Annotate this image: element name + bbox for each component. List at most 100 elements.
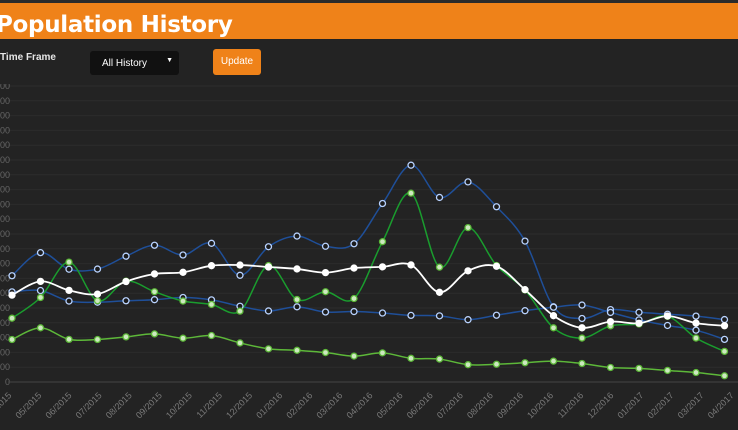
series-point-4 xyxy=(93,335,102,344)
series-point-2 xyxy=(407,189,415,197)
series-point-2 xyxy=(236,307,244,315)
series-point-3 xyxy=(606,317,615,326)
series-point-4 xyxy=(549,357,558,365)
series-point-0 xyxy=(350,240,358,248)
time-frame-select[interactable]: All History ▼ xyxy=(90,51,179,75)
series-point-1 xyxy=(492,311,501,319)
series-point-1 xyxy=(720,335,729,344)
y-tick-label: 000 xyxy=(0,155,10,165)
page-header: Population History xyxy=(0,3,738,39)
update-button[interactable]: Update xyxy=(213,49,261,75)
series-point-4 xyxy=(464,361,472,369)
series-point-4 xyxy=(65,335,73,344)
series-point-1 xyxy=(150,296,159,304)
series-point-3 xyxy=(207,262,216,270)
series-point-2 xyxy=(578,334,586,342)
series-point-4 xyxy=(578,359,586,368)
y-tick-label: 000 xyxy=(0,288,10,298)
series-point-0 xyxy=(293,232,301,240)
series-point-1 xyxy=(350,307,358,316)
y-tick-label: 000 xyxy=(0,111,10,121)
x-tick-label: 12/2016 xyxy=(585,390,615,420)
series-point-4 xyxy=(264,345,273,353)
y-tick-label: 000 xyxy=(0,185,10,195)
series-point-3 xyxy=(8,291,16,299)
series-point-2 xyxy=(150,288,159,296)
series-point-4 xyxy=(150,330,159,338)
series-point-4 xyxy=(663,366,672,375)
y-tick-label: 0 xyxy=(5,377,10,387)
series-point-2 xyxy=(692,334,700,342)
series-point-3 xyxy=(264,263,273,271)
series-point-0 xyxy=(521,237,529,245)
series-point-0 xyxy=(264,243,273,251)
y-tick-label: 000 xyxy=(0,229,10,239)
series-line-0 xyxy=(11,164,725,321)
time-frame-value: All History xyxy=(102,58,148,69)
series-point-1 xyxy=(407,311,415,320)
series-point-1 xyxy=(36,286,45,295)
y-tick-label: 000 xyxy=(0,362,10,372)
series-point-4 xyxy=(179,334,187,342)
y-tick-label: 000 xyxy=(0,84,10,91)
series-point-1 xyxy=(521,307,529,315)
series-point-2 xyxy=(179,297,187,305)
series-point-4 xyxy=(350,352,358,360)
series-point-4 xyxy=(720,372,729,380)
x-tick-label: 05/2016 xyxy=(375,390,405,420)
series-point-4 xyxy=(521,359,529,367)
series-point-2 xyxy=(36,293,45,302)
series-line-2 xyxy=(11,192,725,353)
series-point-0 xyxy=(36,248,45,257)
series-point-4 xyxy=(407,354,415,362)
series-point-1 xyxy=(606,308,615,317)
series-point-3 xyxy=(521,285,529,294)
x-tick-label: 04/2017 xyxy=(706,390,736,420)
x-tick-label: 01/2016 xyxy=(254,390,284,420)
series-point-3 xyxy=(663,312,672,320)
series-point-0 xyxy=(578,314,586,323)
series-point-4 xyxy=(606,363,615,372)
series-point-3 xyxy=(321,268,330,277)
series-point-2 xyxy=(549,324,558,332)
series-point-2 xyxy=(720,347,729,356)
y-tick-label: 000 xyxy=(0,333,10,343)
x-tick-label: 06/2016 xyxy=(405,390,435,420)
series-point-1 xyxy=(578,301,586,309)
series-point-4 xyxy=(236,339,244,347)
x-tick-label: 07/2016 xyxy=(435,390,465,420)
top-border xyxy=(0,0,738,3)
series-point-0 xyxy=(720,315,729,324)
x-tick-label: 01/2017 xyxy=(615,390,645,420)
series-point-3 xyxy=(36,277,45,286)
series-point-4 xyxy=(635,364,643,373)
series-point-2 xyxy=(435,263,444,271)
series-point-1 xyxy=(692,326,700,334)
series-point-3 xyxy=(464,267,472,275)
series-point-0 xyxy=(435,193,444,202)
series-point-3 xyxy=(578,324,586,332)
y-tick-label: 000 xyxy=(0,244,10,254)
series-point-1 xyxy=(65,297,73,305)
y-tick-label: 000 xyxy=(0,303,10,313)
series-point-2 xyxy=(293,295,301,304)
y-tick-label: 000 xyxy=(0,96,10,106)
series-point-0 xyxy=(236,271,244,279)
x-tick-label: 08/2015 xyxy=(104,390,134,420)
series-point-1 xyxy=(264,307,273,315)
series-point-1 xyxy=(122,297,130,305)
series-point-3 xyxy=(93,290,102,298)
series-point-0 xyxy=(8,272,16,280)
series-point-4 xyxy=(692,368,700,377)
page-title: Population History xyxy=(0,12,233,38)
series-point-4 xyxy=(293,346,301,354)
series-line-1 xyxy=(11,289,725,341)
series-point-1 xyxy=(549,303,558,311)
series-point-3 xyxy=(179,268,187,276)
series-point-3 xyxy=(720,322,729,330)
series-point-3 xyxy=(549,312,558,320)
y-tick-label: 000 xyxy=(0,273,10,283)
series-point-3 xyxy=(350,264,358,272)
series-point-0 xyxy=(122,252,130,260)
series-point-4 xyxy=(207,331,216,340)
